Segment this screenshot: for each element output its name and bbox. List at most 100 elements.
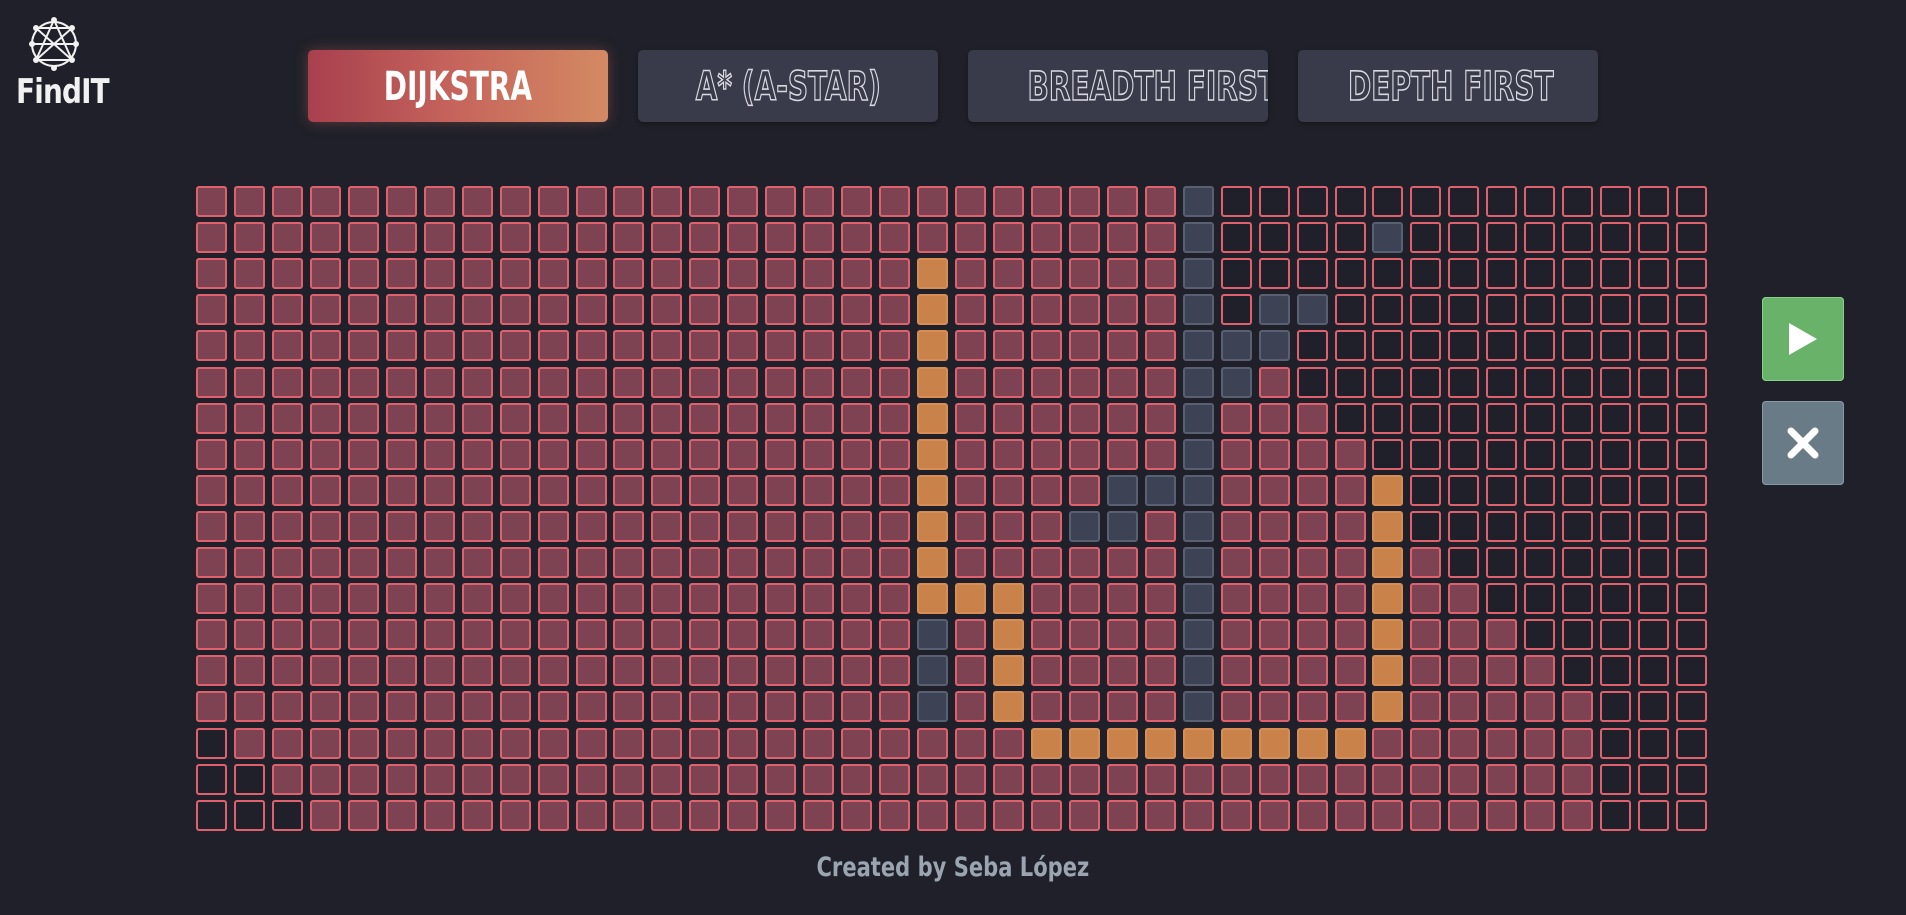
- grid-cell-visited[interactable]: [1410, 691, 1441, 722]
- grid-cell-visited[interactable]: [1031, 403, 1062, 434]
- grid-cell-visited[interactable]: [386, 294, 417, 325]
- grid-cell-visited[interactable]: [576, 258, 607, 289]
- grid-cell-visited[interactable]: [386, 583, 417, 614]
- grid-cell-visited[interactable]: [1448, 691, 1479, 722]
- grid-cell-visited[interactable]: [1145, 764, 1176, 795]
- grid-cell-visited[interactable]: [538, 439, 569, 470]
- grid-cell-visited[interactable]: [1031, 583, 1062, 614]
- grid-cell-empty[interactable]: [1600, 439, 1631, 470]
- grid-cell-visited[interactable]: [1562, 800, 1593, 831]
- grid-cell-wall[interactable]: [1183, 547, 1214, 578]
- grid-cell-empty[interactable]: [1486, 222, 1517, 253]
- grid-cell-empty[interactable]: [1638, 511, 1669, 542]
- grid-cell-path[interactable]: [917, 367, 948, 398]
- grid-cell-empty[interactable]: [1410, 186, 1441, 217]
- grid-cell-visited[interactable]: [196, 330, 227, 361]
- grid-cell-wall[interactable]: [1183, 258, 1214, 289]
- grid-cell-visited[interactable]: [1448, 728, 1479, 759]
- grid-cell-empty[interactable]: [1676, 511, 1707, 542]
- grid-cell-visited[interactable]: [196, 475, 227, 506]
- grid-cell-visited[interactable]: [1410, 728, 1441, 759]
- grid-cell-visited[interactable]: [727, 367, 758, 398]
- grid-cell-visited[interactable]: [462, 511, 493, 542]
- grid-cell-visited[interactable]: [879, 222, 910, 253]
- grid-cell-visited[interactable]: [1031, 222, 1062, 253]
- grid-cell-path[interactable]: [1145, 728, 1176, 759]
- grid-cell-visited[interactable]: [348, 691, 379, 722]
- grid-cell-visited[interactable]: [765, 691, 796, 722]
- grid-cell-path[interactable]: [917, 403, 948, 434]
- grid-cell-visited[interactable]: [272, 728, 303, 759]
- grid-cell-visited[interactable]: [1031, 330, 1062, 361]
- grid-cell-visited[interactable]: [234, 258, 265, 289]
- grid-cell-visited[interactable]: [689, 367, 720, 398]
- grid-cell-empty[interactable]: [1297, 258, 1328, 289]
- grid-cell-visited[interactable]: [576, 619, 607, 650]
- grid-cell-visited[interactable]: [765, 330, 796, 361]
- grid-cell-visited[interactable]: [955, 619, 986, 650]
- grid-cell-visited[interactable]: [879, 475, 910, 506]
- grid-cell-visited[interactable]: [1145, 258, 1176, 289]
- grid-cell-visited[interactable]: [1107, 655, 1138, 686]
- grid-cell-visited[interactable]: [386, 222, 417, 253]
- grid-cell-visited[interactable]: [538, 294, 569, 325]
- grid-cell-visited[interactable]: [1145, 439, 1176, 470]
- grid-cell-visited[interactable]: [424, 583, 455, 614]
- grid-cell-wall[interactable]: [1297, 294, 1328, 325]
- grid-cell-visited[interactable]: [1524, 764, 1555, 795]
- grid-cell-visited[interactable]: [386, 330, 417, 361]
- grid-cell-visited[interactable]: [1145, 294, 1176, 325]
- grid-cell-visited[interactable]: [538, 186, 569, 217]
- grid-cell-empty[interactable]: [1676, 330, 1707, 361]
- grid-cell-visited[interactable]: [1524, 800, 1555, 831]
- grid-cell-visited[interactable]: [310, 186, 341, 217]
- grid-cell-empty[interactable]: [1562, 547, 1593, 578]
- grid-cell-visited[interactable]: [1524, 728, 1555, 759]
- grid-cell-visited[interactable]: [576, 403, 607, 434]
- grid-cell-visited[interactable]: [803, 619, 834, 650]
- grid-cell-visited[interactable]: [234, 619, 265, 650]
- grid-cell-visited[interactable]: [386, 475, 417, 506]
- grid-cell-empty[interactable]: [1448, 294, 1479, 325]
- grid-cell-empty[interactable]: [1600, 655, 1631, 686]
- grid-cell-visited[interactable]: [424, 294, 455, 325]
- algorithm-depth-first-button[interactable]: DEPTH FIRST: [1298, 50, 1598, 122]
- grid-cell-empty[interactable]: [1372, 367, 1403, 398]
- grid-cell-empty[interactable]: [1600, 583, 1631, 614]
- grid-cell-visited[interactable]: [1410, 583, 1441, 614]
- grid-cell-visited[interactable]: [348, 764, 379, 795]
- grid-cell-visited[interactable]: [955, 330, 986, 361]
- grid-cell-empty[interactable]: [1486, 475, 1517, 506]
- grid-cell-visited[interactable]: [1145, 691, 1176, 722]
- app-logo[interactable]: FindIT: [16, 16, 110, 112]
- grid-cell-visited[interactable]: [1335, 511, 1366, 542]
- grid-cell-visited[interactable]: [538, 330, 569, 361]
- grid-cell-visited[interactable]: [803, 764, 834, 795]
- grid-cell-visited[interactable]: [651, 294, 682, 325]
- grid-cell-visited[interactable]: [727, 764, 758, 795]
- grid-cell-visited[interactable]: [500, 691, 531, 722]
- grid-cell-visited[interactable]: [1410, 764, 1441, 795]
- grid-cell-visited[interactable]: [993, 330, 1024, 361]
- grid-cell-empty[interactable]: [1676, 403, 1707, 434]
- grid-cell-visited[interactable]: [1448, 764, 1479, 795]
- grid-cell-visited[interactable]: [1031, 655, 1062, 686]
- grid-cell-visited[interactable]: [765, 583, 796, 614]
- grid-cell-empty[interactable]: [1448, 511, 1479, 542]
- grid-cell-visited[interactable]: [348, 728, 379, 759]
- grid-cell-empty[interactable]: [1410, 439, 1441, 470]
- grid-cell-visited[interactable]: [196, 511, 227, 542]
- grid-cell-visited[interactable]: [1335, 800, 1366, 831]
- grid-cell-empty[interactable]: [1638, 258, 1669, 289]
- grid-cell-visited[interactable]: [576, 367, 607, 398]
- grid-cell-visited[interactable]: [538, 583, 569, 614]
- grid-cell-visited[interactable]: [386, 655, 417, 686]
- grid-cell-visited[interactable]: [196, 691, 227, 722]
- grid-cell-visited[interactable]: [1107, 691, 1138, 722]
- grid-cell-visited[interactable]: [955, 403, 986, 434]
- grid-cell-empty[interactable]: [1638, 367, 1669, 398]
- grid-cell-visited[interactable]: [348, 619, 379, 650]
- grid-cell-visited[interactable]: [310, 800, 341, 831]
- grid-cell-empty[interactable]: [1600, 294, 1631, 325]
- grid-cell-empty[interactable]: [1676, 294, 1707, 325]
